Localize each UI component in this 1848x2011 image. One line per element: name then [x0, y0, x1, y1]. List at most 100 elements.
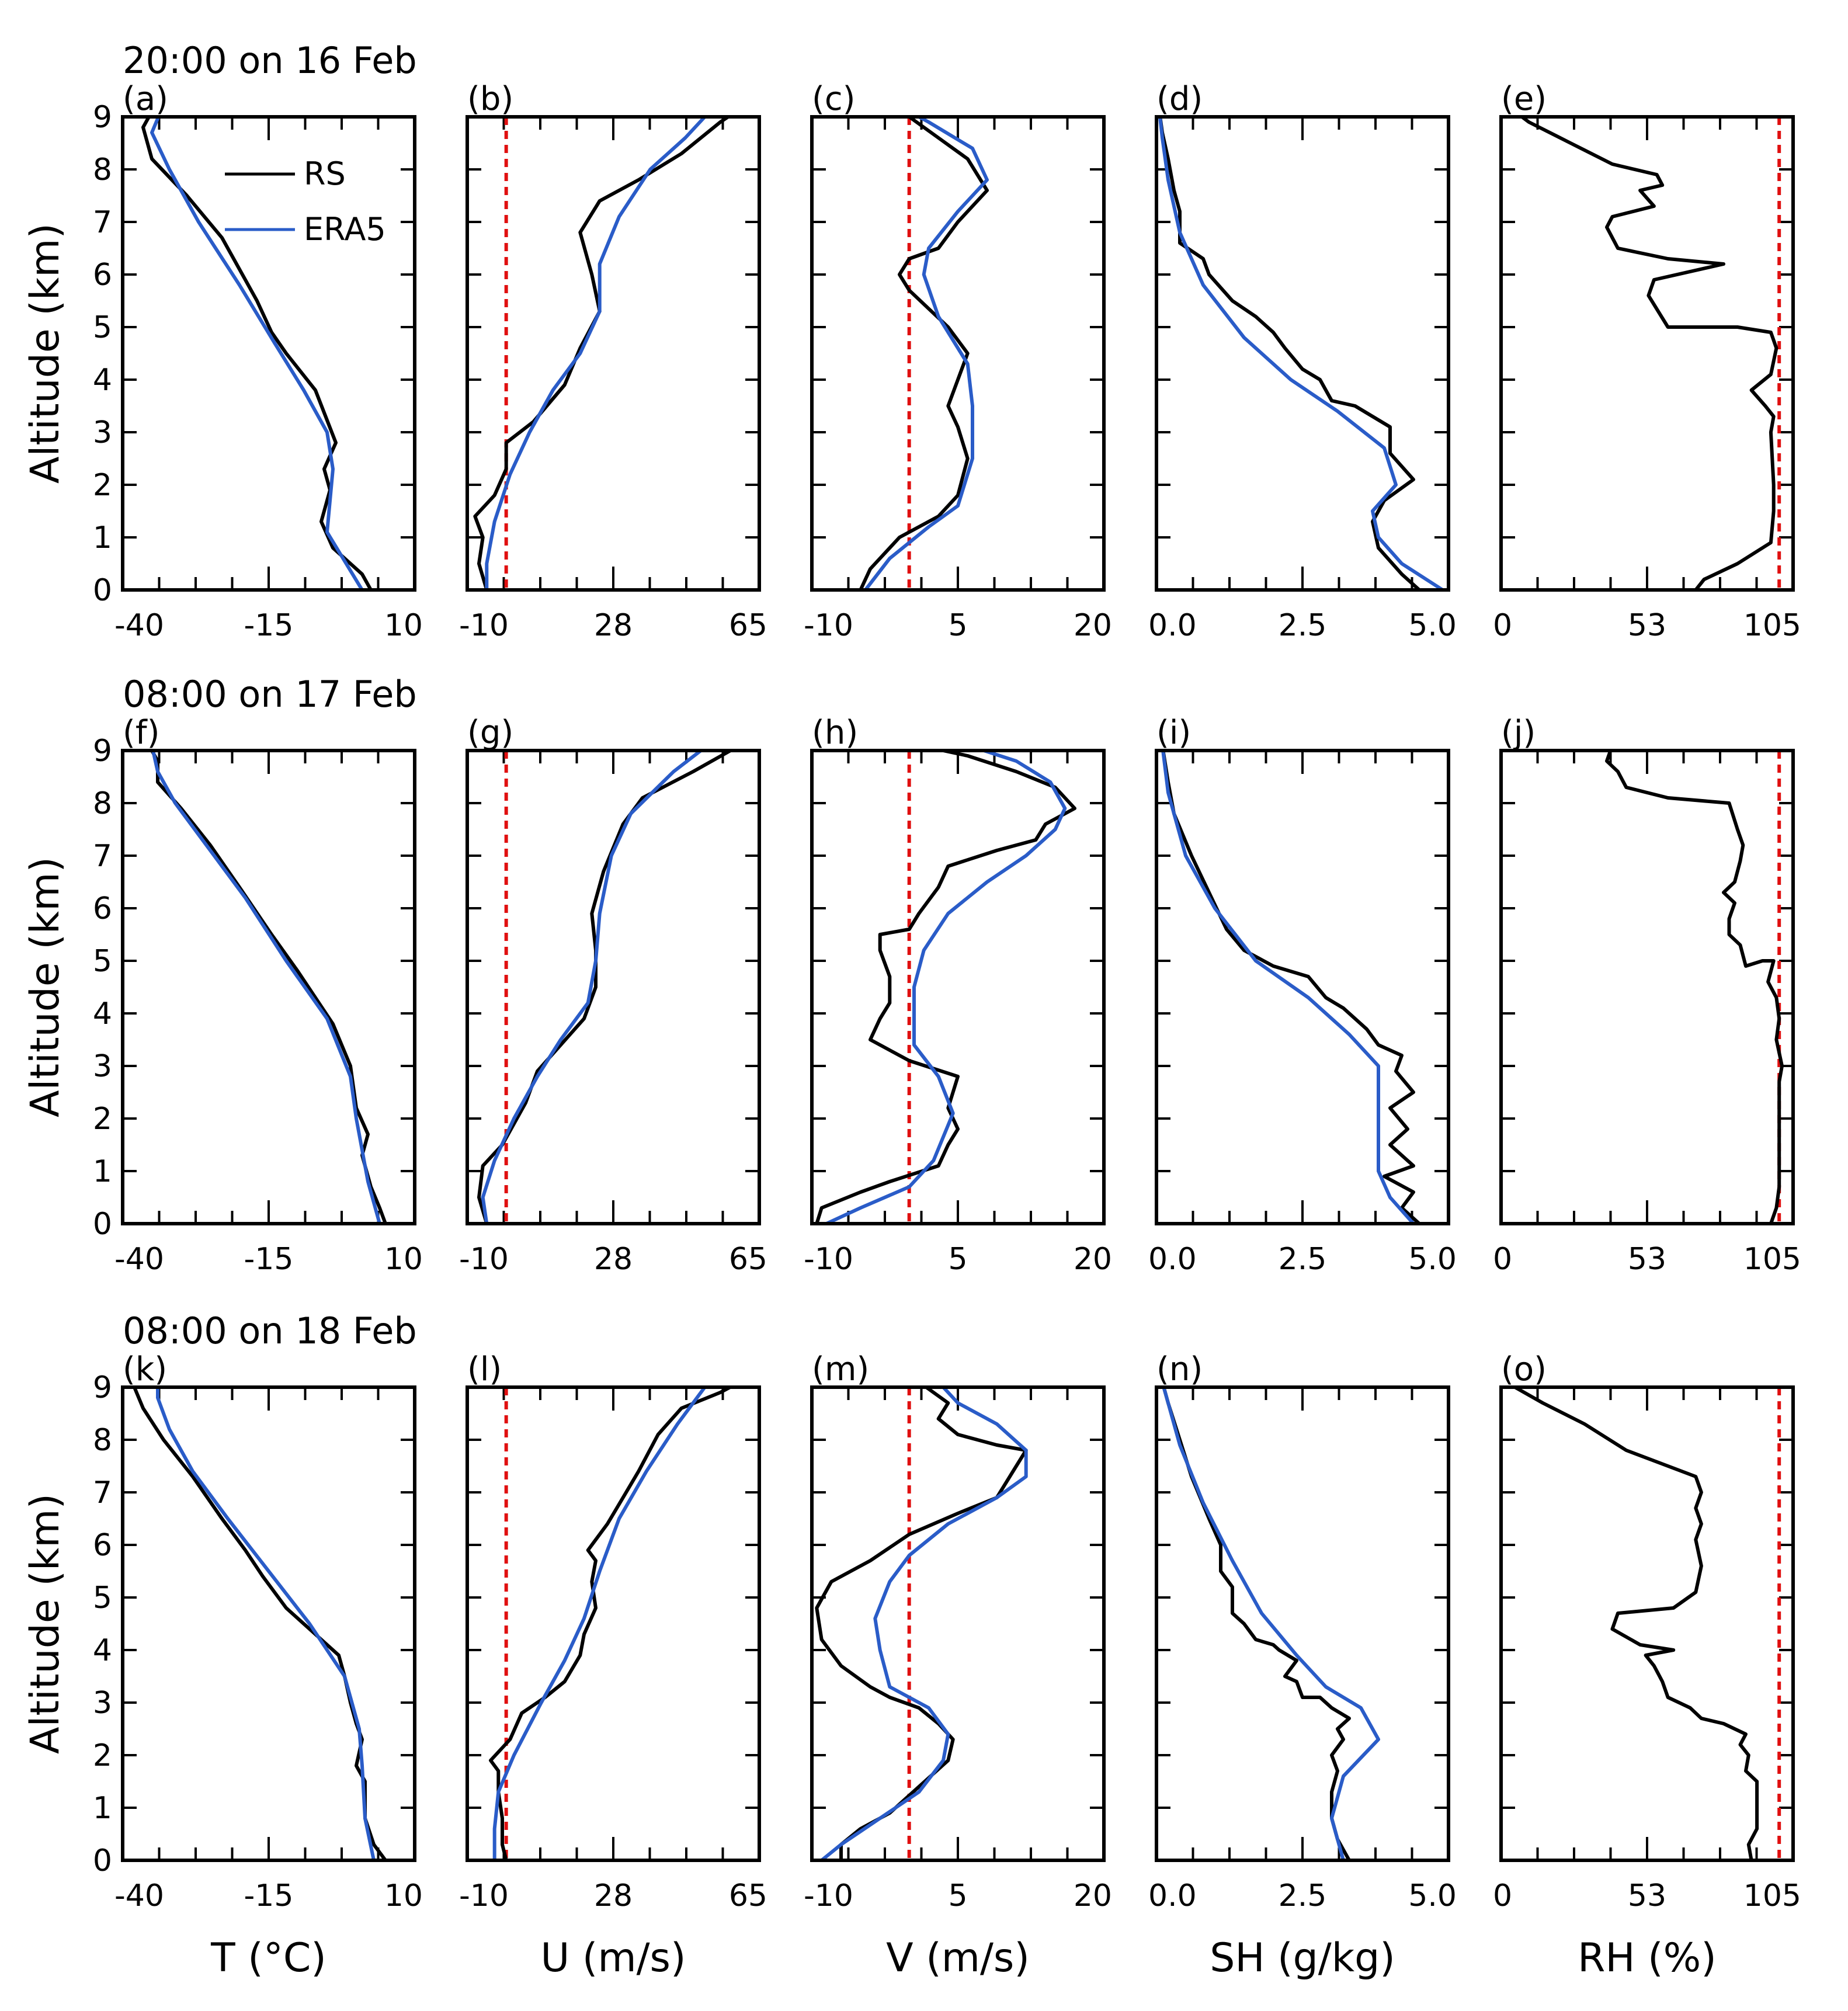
panel-label: (k) — [123, 1350, 167, 1388]
panel-frame — [810, 749, 1106, 1225]
panel-label: (a) — [123, 80, 168, 118]
y-tick-label: 8 — [93, 1423, 112, 1458]
x-tick-label: 0 — [1493, 1878, 1512, 1913]
panel-frame — [121, 1385, 416, 1862]
panel-f: (f) 0 1 2 3 4 5 6 7 8 9 -40 -15 10 — [93, 714, 423, 1277]
panel-data — [1161, 751, 1421, 1224]
panel-label: (c) — [812, 80, 855, 118]
x-tick-label: -40 — [114, 608, 164, 643]
x-tick-label: 105 — [1743, 1242, 1801, 1277]
panel-label: (f) — [123, 714, 159, 752]
panel-data — [133, 1387, 387, 1860]
panel-label: (h) — [812, 714, 858, 752]
x-tick-label: -15 — [244, 608, 294, 643]
panel-data — [1513, 1387, 1759, 1860]
panel-b: (b) -10 28 65 — [459, 80, 767, 643]
x-axis-label-u: U (m/s) — [540, 1935, 686, 1981]
x-tick-label: 0 — [1493, 1242, 1512, 1277]
rs-profile-line — [1605, 751, 1784, 1224]
x-tick-label: 5.0 — [1408, 1242, 1457, 1277]
panel-frame — [1155, 115, 1450, 592]
rs-profile-line — [1161, 751, 1421, 1224]
panel-g: (g) -10 28 65 — [459, 714, 767, 1277]
panel-label: (n) — [1156, 1350, 1203, 1388]
x-axis-label-v: V (m/s) — [886, 1935, 1030, 1981]
x-tick-label: 20 — [1074, 1878, 1112, 1913]
x-tick-label: 5 — [948, 1878, 967, 1913]
x-tick-label: 20 — [1074, 1242, 1112, 1277]
panel-n: (n) 0.0 2.5 5.0 — [1148, 1350, 1457, 1913]
x-tick-label: 10 — [384, 1242, 423, 1277]
y-tick-label: 6 — [93, 258, 112, 293]
panel-data — [1519, 117, 1778, 590]
era5-profile-line — [825, 751, 1067, 1224]
legend-era5-label: ERA5 — [304, 211, 386, 248]
panel-data — [1605, 751, 1784, 1224]
legend-rs-label: RS — [304, 155, 346, 192]
panel-frame — [1155, 749, 1450, 1225]
panel-frame — [810, 115, 1106, 592]
x-tick-label: 53 — [1628, 608, 1666, 643]
row-title: 20:00 on 16 Feb — [123, 39, 417, 82]
y-tick-label: 0 — [93, 573, 112, 608]
row-title: 08:00 on 17 Feb — [123, 673, 417, 716]
x-tick-label: 2.5 — [1279, 1242, 1327, 1277]
panel-label: (j) — [1501, 714, 1536, 752]
era5-profile-line — [1158, 117, 1444, 590]
x-tick-label: -40 — [114, 1242, 164, 1277]
x-tick-label: 5.0 — [1408, 1878, 1457, 1913]
y-axis-label-row2: Altitude (km) — [22, 857, 68, 1117]
panel-data — [489, 1387, 734, 1860]
y-tick-label: 5 — [93, 944, 112, 979]
y-tick-label: 2 — [93, 1102, 112, 1137]
era5-profile-line — [481, 751, 703, 1224]
y-tick-label: 9 — [93, 1370, 112, 1405]
panel-label: (d) — [1156, 80, 1203, 118]
panel-c: (c) -10 5 20 — [804, 80, 1112, 643]
x-tick-label: 10 — [384, 1878, 423, 1913]
panel-h: (h) -10 5 20 — [804, 714, 1112, 1277]
y-tick-label: 4 — [93, 996, 112, 1031]
x-tick-label: 65 — [729, 608, 767, 643]
rs-profile-line — [1158, 117, 1421, 590]
y-tick-label: 1 — [93, 520, 112, 555]
x-tick-label: 0 — [1493, 608, 1512, 643]
x-tick-label: 0.0 — [1148, 608, 1197, 643]
panel-frame — [466, 115, 761, 592]
x-tick-label: 105 — [1743, 1878, 1801, 1913]
panel-d: (d) 0.0 2.5 5.0 — [1148, 80, 1457, 643]
x-tick-label: -10 — [804, 1242, 853, 1277]
x-tick-label: 28 — [594, 608, 633, 643]
y-tick-label: 4 — [93, 363, 112, 398]
y-tick-label: 2 — [93, 468, 112, 503]
y-tick-label: 9 — [93, 100, 112, 135]
panel-frame — [121, 749, 416, 1225]
x-tick-label: -15 — [244, 1878, 294, 1913]
x-tick-label: 65 — [729, 1242, 767, 1277]
x-tick-label: 5.0 — [1408, 608, 1457, 643]
panel-data — [1162, 1387, 1380, 1860]
panel-data — [859, 117, 989, 590]
x-tick-label: -10 — [459, 1242, 509, 1277]
y-tick-label: 3 — [93, 415, 112, 450]
rs-profile-line — [1513, 1387, 1759, 1860]
profile-panels: 20:00 on 16 Feb(a) 0 1 2 3 4 5 6 7 8 9 -40 -15 10 (b) -… — [93, 39, 1801, 1913]
panel-data — [141, 117, 373, 590]
era5-profile-line — [819, 1387, 1028, 1860]
x-tick-label: 5 — [948, 1242, 967, 1277]
y-tick-label: 7 — [93, 1475, 112, 1510]
x-tick-label: 5 — [948, 608, 967, 643]
y-tick-label: 3 — [93, 1686, 112, 1721]
x-axis-label-rh: RH (%) — [1578, 1935, 1717, 1981]
y-tick-label: 5 — [93, 310, 112, 345]
rs-profile-line — [859, 117, 989, 590]
panel-label: (b) — [467, 80, 513, 118]
y-tick-label: 2 — [93, 1738, 112, 1773]
rs-profile-line — [489, 1387, 734, 1860]
y-tick-label: 0 — [93, 1843, 112, 1878]
rs-profile-line — [815, 1387, 1028, 1860]
y-tick-label: 7 — [93, 205, 112, 240]
panel-frame — [1499, 1385, 1795, 1862]
x-tick-label: -10 — [459, 608, 509, 643]
